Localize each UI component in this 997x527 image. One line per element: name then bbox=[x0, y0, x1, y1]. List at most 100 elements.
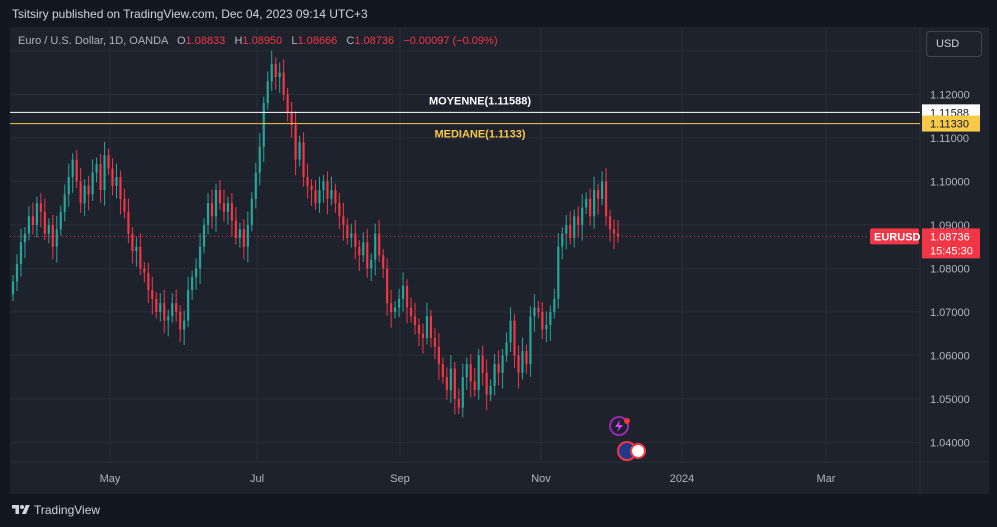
candle-body bbox=[409, 307, 413, 317]
candle-body bbox=[194, 268, 198, 278]
candle-body bbox=[334, 190, 337, 204]
candle-body bbox=[214, 190, 218, 217]
candle-body bbox=[581, 207, 584, 225]
candle-body bbox=[378, 233, 381, 256]
candle-body bbox=[278, 72, 281, 78]
symbol-description: Euro / U.S. Dollar, 1D, OANDA bbox=[18, 35, 168, 47]
candle-body bbox=[159, 303, 162, 312]
y-tick-label: 1.12000 bbox=[930, 89, 970, 101]
symbol-legend: Euro / U.S. Dollar, 1D, OANDA O1.08833 H… bbox=[18, 35, 497, 47]
candle-body bbox=[171, 303, 174, 317]
tradingview-footer[interactable]: TradingView bbox=[10, 498, 100, 522]
candle-body bbox=[585, 198, 588, 208]
candle-body bbox=[401, 285, 405, 299]
candle-body bbox=[258, 146, 261, 173]
candle-body bbox=[469, 364, 472, 382]
candle-body bbox=[71, 159, 74, 178]
candle-body bbox=[413, 316, 417, 325]
candle-body bbox=[370, 259, 373, 269]
candle-body bbox=[549, 311, 552, 325]
candle-body bbox=[362, 242, 365, 256]
event-dot-icon bbox=[624, 418, 630, 424]
candle-body bbox=[79, 181, 82, 204]
last-price-value: 1.08736 bbox=[930, 231, 970, 243]
candle-body bbox=[143, 268, 146, 273]
candle-body bbox=[394, 307, 397, 312]
candle-body bbox=[314, 190, 317, 204]
candle-body bbox=[501, 355, 504, 373]
candle-body bbox=[497, 364, 500, 373]
candle-body bbox=[608, 216, 612, 230]
candle-body bbox=[441, 364, 444, 378]
candle-body bbox=[485, 372, 488, 395]
candle-body bbox=[43, 211, 46, 234]
candle-body bbox=[191, 277, 194, 291]
candle-body bbox=[242, 229, 245, 247]
candle-body bbox=[322, 181, 325, 191]
candle-body bbox=[87, 185, 90, 195]
candle-body bbox=[246, 224, 249, 247]
candle-body bbox=[366, 242, 369, 269]
candle-body bbox=[513, 320, 516, 356]
candle-body bbox=[167, 316, 170, 321]
candle-body bbox=[254, 172, 257, 199]
candle-body bbox=[318, 190, 321, 204]
candle-body bbox=[238, 229, 241, 238]
candle-body bbox=[445, 377, 448, 391]
candle-body bbox=[493, 364, 496, 386]
candle-body bbox=[589, 198, 592, 217]
y-tick-label: 1.04000 bbox=[930, 437, 970, 449]
y-tick-label: 1.07000 bbox=[930, 307, 970, 319]
publisher-header: Tsitsiry published on TradingView.com, D… bbox=[12, 7, 368, 21]
candle-body bbox=[206, 203, 210, 225]
candle-body bbox=[597, 190, 600, 199]
candle-body bbox=[262, 103, 265, 147]
candle-body bbox=[99, 164, 102, 191]
y-tick-label: 1.08000 bbox=[930, 263, 970, 275]
x-tick-label: 2024 bbox=[670, 473, 694, 485]
close-value: 1.08736 bbox=[354, 35, 395, 47]
candle-body bbox=[131, 233, 134, 252]
y-tick-label: 1.05000 bbox=[930, 394, 970, 406]
us-flag-icon bbox=[630, 443, 646, 459]
open-label: O bbox=[176, 35, 186, 47]
candle-body bbox=[604, 181, 608, 217]
candle-body bbox=[111, 168, 114, 186]
low-label: L bbox=[291, 35, 298, 47]
candle-body bbox=[115, 177, 118, 186]
candle-body bbox=[593, 190, 596, 217]
currency-button[interactable]: USD bbox=[926, 31, 982, 57]
candle-body bbox=[429, 316, 433, 339]
candle-body bbox=[417, 324, 421, 334]
candle-body bbox=[234, 220, 237, 238]
candle-body bbox=[533, 307, 536, 317]
candle-body bbox=[386, 268, 389, 304]
candle-body bbox=[553, 298, 556, 312]
candle-body bbox=[569, 224, 572, 238]
candle-body bbox=[83, 185, 86, 204]
candle-body bbox=[302, 142, 305, 178]
candle-body bbox=[155, 298, 158, 312]
x-tick-label: Nov bbox=[531, 473, 551, 485]
candle-body bbox=[282, 72, 285, 95]
candlestick-chart[interactable]: 1.040001.050001.060001.070001.080001.090… bbox=[10, 27, 989, 494]
candle-body bbox=[222, 203, 226, 212]
high-value: 1.08950 bbox=[242, 35, 283, 47]
candle-body bbox=[274, 63, 277, 78]
candle-body bbox=[529, 316, 532, 365]
candle-body bbox=[437, 346, 440, 365]
candle-body bbox=[557, 246, 560, 299]
candle-body bbox=[183, 320, 186, 330]
candle-body bbox=[91, 172, 94, 195]
candle-body bbox=[397, 298, 401, 308]
indicator-line-label: MEDIANE(1.1133) bbox=[434, 129, 525, 141]
candle-body bbox=[449, 368, 452, 391]
candle-body bbox=[179, 311, 182, 330]
candle-body bbox=[198, 246, 202, 269]
y-tick-label: 1.11000 bbox=[930, 133, 969, 145]
chart-panel[interactable]: 1.04000 1.05000 1.06000 1.07000 1.08000 1.090… bbox=[10, 27, 989, 494]
lightning-bolt-icon bbox=[615, 420, 623, 432]
candle-body bbox=[306, 177, 309, 186]
candle-body bbox=[59, 211, 62, 230]
candle-body bbox=[187, 290, 190, 321]
